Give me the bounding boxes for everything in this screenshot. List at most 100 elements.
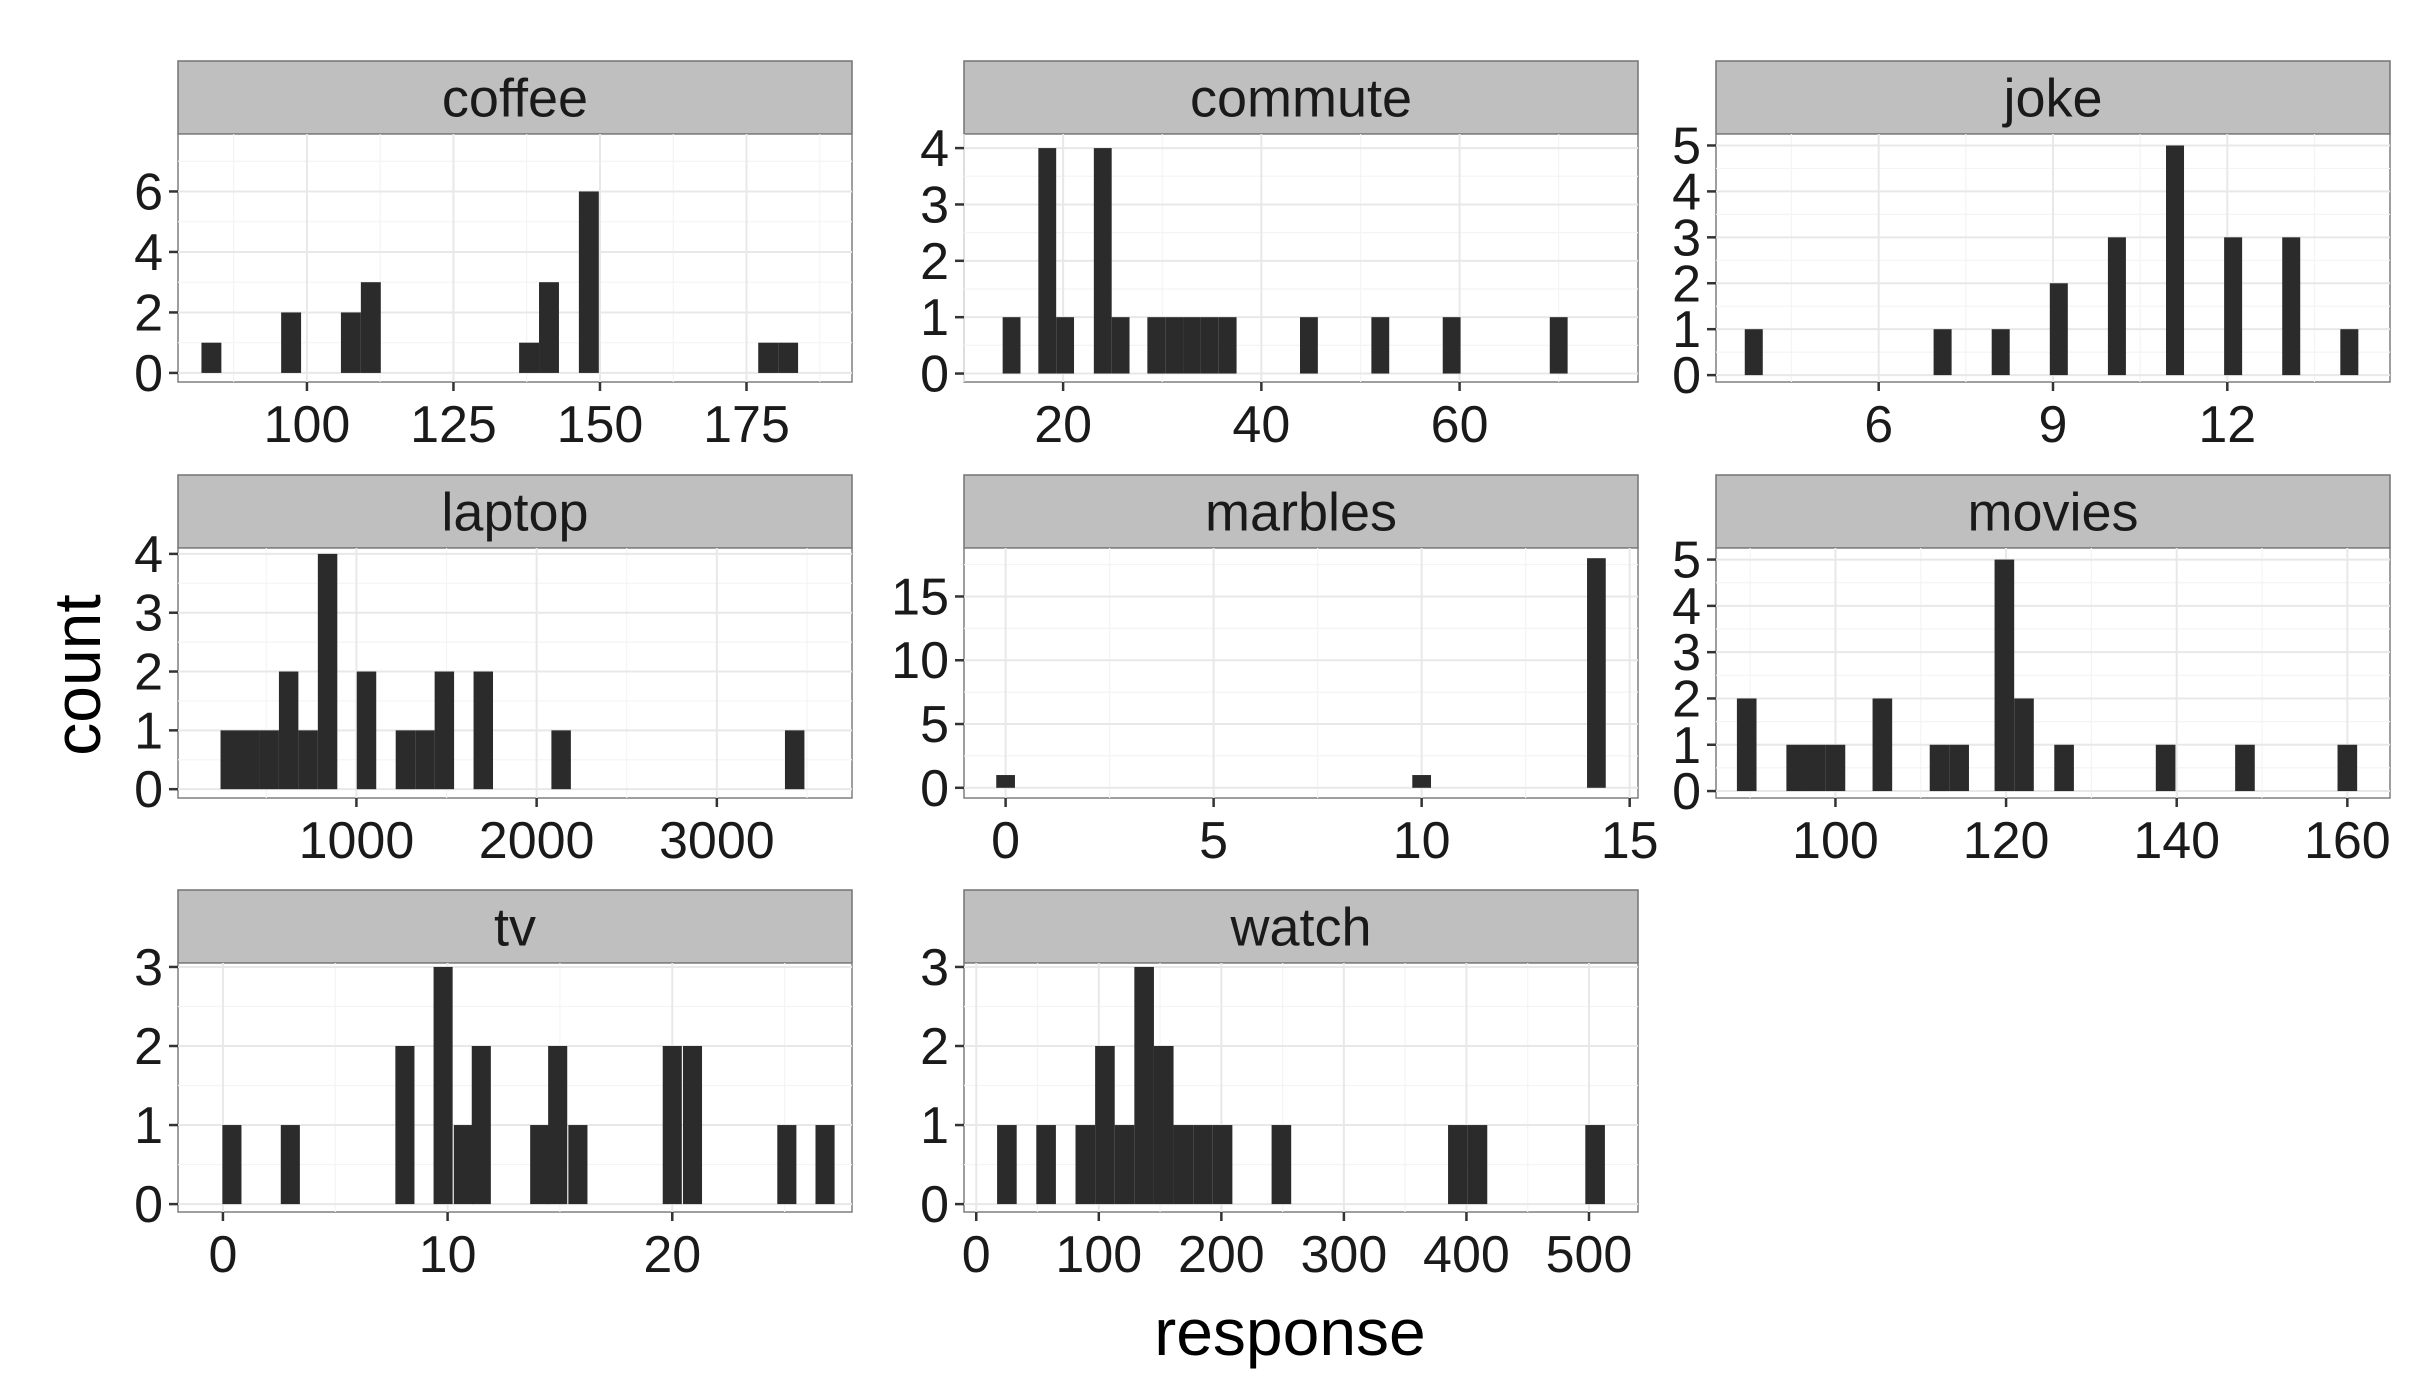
x-tick-label: 9: [2039, 396, 2068, 454]
histogram-bar: [996, 775, 1015, 788]
histogram-bar: [519, 342, 540, 373]
x-tick-label: 100: [1792, 812, 1879, 870]
facet-strip-tv: [177, 889, 853, 964]
x-tick-label: 10: [1393, 812, 1451, 870]
histogram-bar: [815, 1125, 835, 1205]
histogram-bar: [1056, 317, 1075, 374]
facet-strip-movies: [1715, 474, 2391, 549]
histogram-bar: [758, 342, 779, 373]
x-tick-label: 20: [1034, 396, 1092, 454]
y-tick-label: 1: [1672, 301, 1701, 359]
histogram-bar: [395, 730, 416, 790]
y-tick-label: 4: [134, 526, 163, 584]
histogram-bar: [578, 191, 599, 373]
histogram-bar: [340, 312, 361, 373]
histogram-bar: [473, 671, 494, 790]
x-tick-label: 100: [264, 396, 351, 454]
y-tick-label: 5: [1672, 532, 1701, 590]
panel-background: [177, 133, 853, 383]
histogram-bar: [784, 730, 805, 790]
histogram-bar: [1991, 329, 2010, 376]
histogram-bar: [1002, 317, 1021, 374]
y-tick-label: 4: [1672, 578, 1701, 636]
x-tick-label: 6: [1864, 396, 1893, 454]
panel-background: [177, 962, 853, 1213]
histogram-bar: [1165, 317, 1184, 374]
histogram-bar: [1218, 317, 1237, 374]
y-tick-label: 2: [1672, 255, 1701, 313]
histogram-bar: [201, 342, 222, 373]
histogram-bar: [298, 730, 318, 790]
y-tick-label: 3: [1672, 624, 1701, 682]
y-tick-label: 1: [1672, 717, 1701, 775]
x-axis-title: response: [1154, 1295, 1426, 1369]
histogram-bar: [1786, 744, 1807, 792]
histogram-bar: [548, 1046, 568, 1205]
histogram-bar: [281, 312, 302, 373]
x-tick-label: 3000: [659, 812, 775, 870]
y-tick-label: 0: [1672, 763, 1701, 821]
histogram-bar: [1038, 148, 1057, 374]
histogram-bar: [1448, 1125, 1468, 1205]
panel-background: [963, 547, 1639, 799]
histogram-bar: [1467, 1125, 1488, 1205]
histogram-bar: [1193, 1125, 1213, 1205]
y-tick-label: 2: [1672, 670, 1701, 728]
y-tick-label: 0: [134, 345, 163, 403]
histogram-bar: [259, 730, 279, 790]
histogram-bar: [220, 730, 240, 790]
histogram-bar: [1549, 317, 1568, 374]
facet-strip-label: movies: [1967, 483, 2138, 543]
histogram-bar: [1200, 317, 1219, 374]
y-tick-label: 3: [134, 585, 163, 643]
histogram-bar: [568, 1125, 588, 1205]
x-tick-label: 120: [1963, 812, 2050, 870]
histogram-bar: [777, 1125, 797, 1205]
facet-strip-label: laptop: [441, 483, 588, 543]
histogram-bar: [2054, 744, 2074, 792]
histogram-bar: [453, 1125, 473, 1205]
facet-strip-label: commute: [1190, 69, 1412, 129]
histogram-bar: [1587, 558, 1606, 788]
histogram-bar: [433, 966, 453, 1205]
x-tick-label: 160: [2304, 812, 2391, 870]
x-tick-label: 20: [643, 1226, 701, 1284]
y-tick-label: 1: [134, 702, 163, 760]
histogram-bar: [1744, 329, 1763, 376]
histogram-bar: [1300, 317, 1318, 374]
histogram-bar: [1153, 1046, 1174, 1205]
x-tick-label: 12: [2198, 396, 2256, 454]
histogram-bar: [1036, 1125, 1056, 1205]
y-tick-label: 10: [891, 632, 949, 690]
histogram-bar: [1095, 1046, 1115, 1205]
histogram-bar: [415, 730, 435, 790]
histogram-bar: [1371, 317, 1390, 374]
facet-strip-label: tv: [494, 898, 536, 958]
facet-strip-laptop: [177, 474, 853, 549]
histogram-bar: [278, 671, 299, 790]
histogram-bar: [682, 1046, 703, 1205]
histogram-bar: [239, 730, 260, 790]
x-tick-label: 0: [208, 1226, 237, 1284]
y-tick-label: 3: [134, 939, 163, 997]
y-tick-label: 3: [920, 939, 949, 997]
x-tick-label: 300: [1301, 1226, 1388, 1284]
y-axis-title: count: [40, 594, 114, 755]
x-tick-label: 60: [1431, 396, 1489, 454]
y-tick-label: 1: [134, 1097, 163, 1155]
facet-watch: watch 0 100 200 300 400 500 0 1 2 3: [920, 889, 1639, 1284]
histogram-bar: [1075, 1125, 1096, 1205]
y-tick-label: 4: [920, 120, 949, 178]
histogram-bar: [1114, 1125, 1135, 1205]
histogram-bar: [1183, 317, 1201, 374]
x-tick-label: 150: [557, 396, 644, 454]
facet-tv: tv 0 10 20 0 1 2 3: [134, 889, 853, 1284]
y-tick-label: 2: [920, 233, 949, 291]
y-tick-label: 0: [920, 760, 949, 818]
histogram-bar: [471, 1046, 491, 1205]
